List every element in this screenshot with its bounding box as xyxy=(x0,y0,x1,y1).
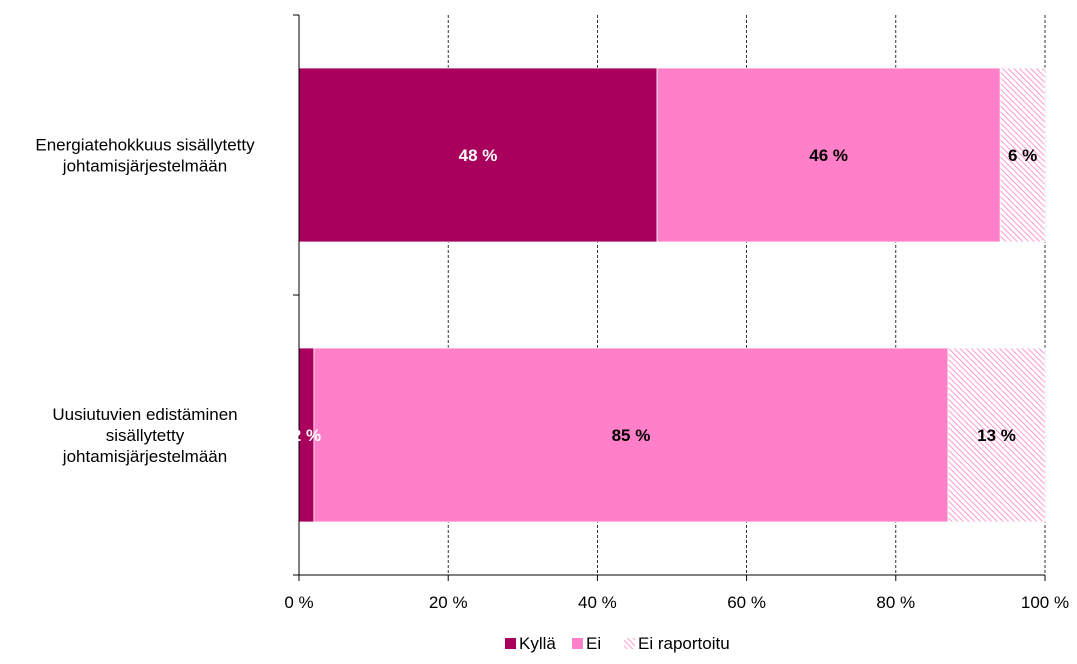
x-tick-label: 80 % xyxy=(876,593,915,612)
data-label: 48 % xyxy=(459,146,498,165)
x-tick-label: 100 % xyxy=(1021,593,1069,612)
legend-label: Ei raportoitu xyxy=(638,634,730,653)
category-label: johtamisjärjestelmään xyxy=(62,447,227,466)
legend-swatch xyxy=(572,638,583,649)
legend-swatch xyxy=(505,638,516,649)
bar-segment xyxy=(999,67,1046,243)
labels: 48 % 46 % 6 % Energiatehokkuus sisällytetty… xyxy=(35,136,1037,467)
x-tick-label: 60 % xyxy=(727,593,766,612)
axes: 0 % 20 % 40 % 60 % 80 % 100 % xyxy=(284,14,1069,612)
x-tick-label: 20 % xyxy=(429,593,468,612)
bars xyxy=(298,67,1046,523)
bar-segment xyxy=(947,347,1046,523)
bar-segment xyxy=(298,67,658,243)
data-label: 13 % xyxy=(977,426,1016,445)
category-label: Energiatehokkuus sisällytetty xyxy=(35,136,255,155)
legend-swatch xyxy=(624,638,635,649)
x-tick-label: 0 % xyxy=(284,593,313,612)
legend-label: Ei xyxy=(586,634,601,653)
category-label: johtamisjärjestelmään xyxy=(62,157,227,176)
x-tick-label: 40 % xyxy=(578,593,617,612)
data-label: 6 % xyxy=(1008,146,1037,165)
category-label: sisällytetty xyxy=(106,426,185,445)
data-label: 2 % xyxy=(292,426,321,445)
data-label: 46 % xyxy=(809,146,848,165)
category-label: Uusiutuvien edistäminen xyxy=(52,405,237,424)
data-label: 85 % xyxy=(612,426,651,445)
legend-label: Kyllä xyxy=(519,634,556,653)
legend: Kyllä Ei Ei raportoitu xyxy=(505,634,730,653)
